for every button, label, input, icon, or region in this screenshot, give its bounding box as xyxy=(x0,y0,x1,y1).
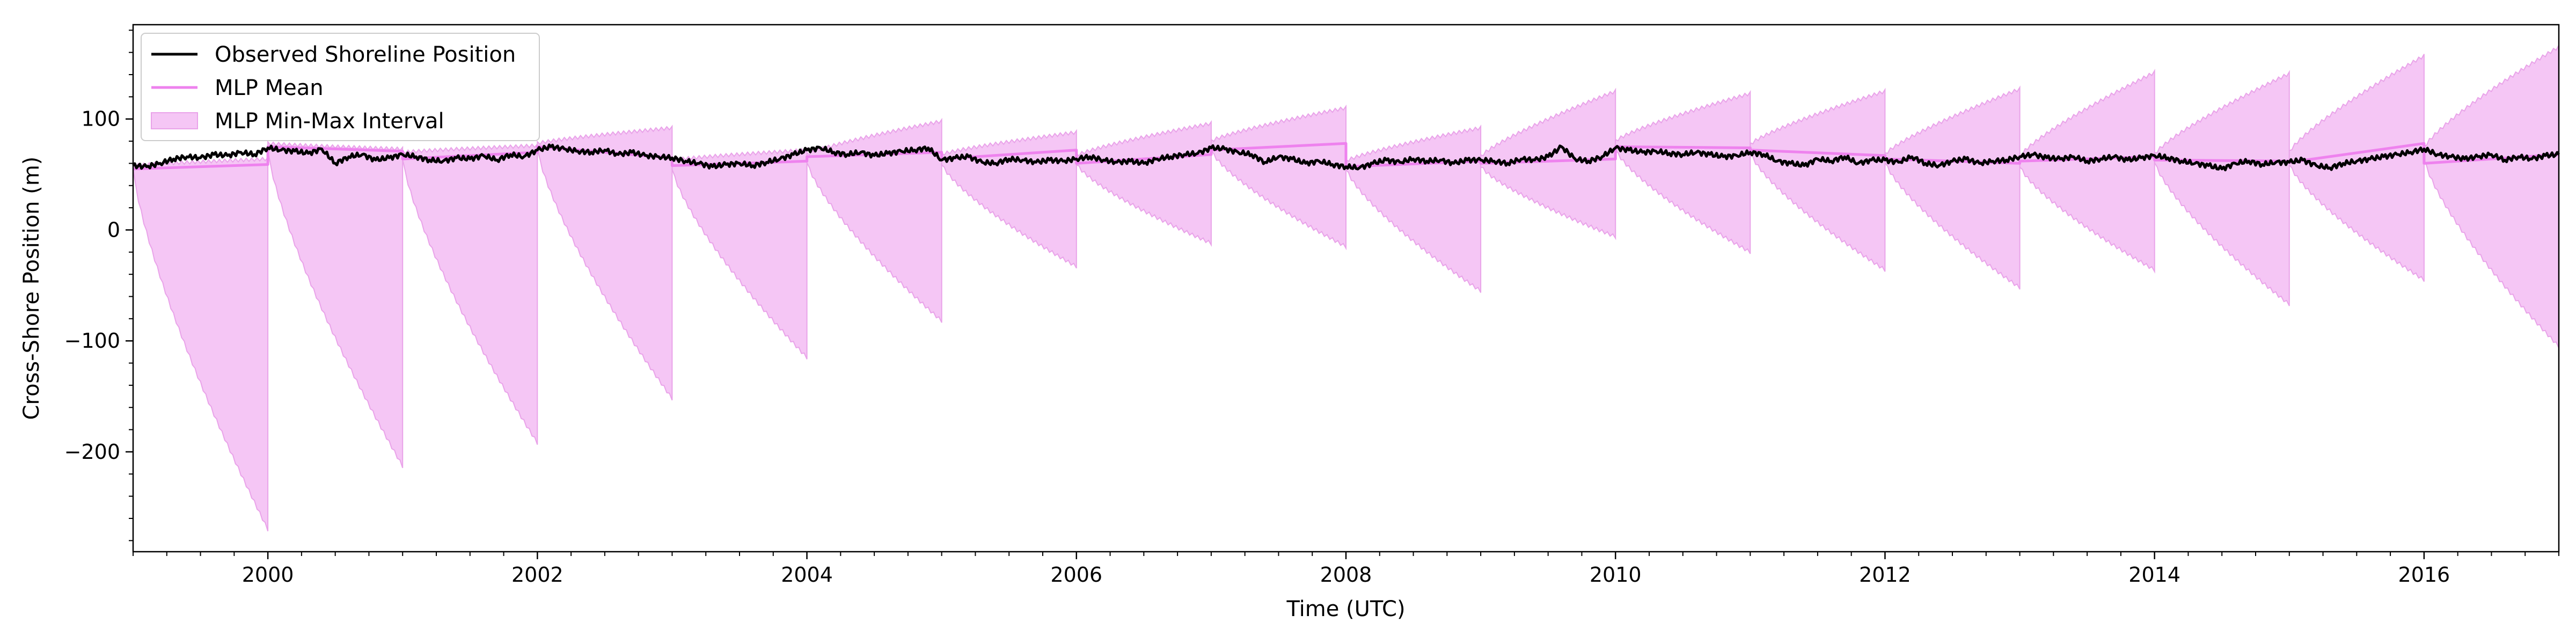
legend-interval-label: MLP Min-Max Interval xyxy=(215,109,444,134)
y-tick-label: 0 xyxy=(107,218,120,241)
x-tick-label: 2000 xyxy=(242,563,294,587)
interval-segment-0 xyxy=(133,156,269,532)
x-tick-label: 2008 xyxy=(1320,563,1372,587)
legend: Observed Shoreline Position MLP Mean MLP… xyxy=(141,33,540,141)
interval-segment-7 xyxy=(1075,120,1212,247)
interval-segment-3 xyxy=(537,125,673,401)
x-tick-label: 2002 xyxy=(511,563,564,587)
interval-segment-5 xyxy=(806,118,942,323)
x-tick-label: 2006 xyxy=(1050,563,1102,587)
x-tick-label: 2010 xyxy=(1590,563,1642,587)
interval-segment-6 xyxy=(941,129,1077,269)
interval-segment-9 xyxy=(1345,125,1482,293)
legend-box xyxy=(141,33,540,141)
interval-segment-15 xyxy=(2154,70,2290,306)
interval-segment-11 xyxy=(1615,90,1751,254)
y-tick-label: −100 xyxy=(64,329,120,353)
y-tick-label: −200 xyxy=(64,440,120,464)
x-axis-ticks: 2000 2002 2004 2006 2008 2010 2012 2014 2016 xyxy=(133,552,2559,587)
observed-shoreline-line xyxy=(132,143,2560,172)
interval-segment-8 xyxy=(1210,104,1346,251)
interval-segment-14 xyxy=(2019,69,2155,274)
x-tick-label: 2016 xyxy=(2398,563,2450,587)
interval-segment-2 xyxy=(402,142,538,445)
interval-segment-4 xyxy=(671,147,808,360)
y-tick-label: 100 xyxy=(81,107,120,131)
min-max-interval-band xyxy=(133,45,2559,532)
interval-segment-13 xyxy=(1884,85,2021,290)
x-tick-label: 2004 xyxy=(781,563,833,587)
y-axis-ticks: −200 −100 0 100 xyxy=(64,30,133,541)
x-tick-label: 2014 xyxy=(2128,563,2180,587)
x-axis-label: Time (UTC) xyxy=(1286,597,1405,621)
y-axis-label: Cross-Shore Position (m) xyxy=(19,157,44,420)
legend-interval-swatch xyxy=(151,112,198,129)
observed-series-line xyxy=(132,143,2560,172)
x-tick-label: 2012 xyxy=(1859,563,1911,587)
interval-segment-10 xyxy=(1480,87,1616,240)
interval-segment-12 xyxy=(1750,87,1886,272)
legend-mean-label: MLP Mean xyxy=(215,76,324,100)
interval-segment-16 xyxy=(2288,54,2425,282)
legend-observed-label: Observed Shoreline Position xyxy=(215,42,516,67)
